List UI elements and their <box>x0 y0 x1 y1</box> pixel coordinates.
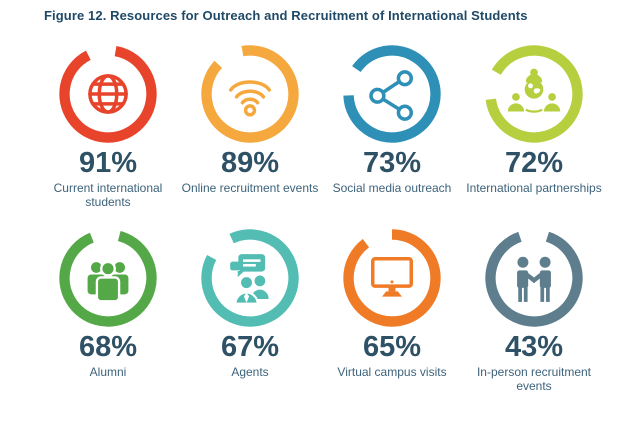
monitor-icon <box>371 257 413 297</box>
handshake-icon <box>517 256 551 302</box>
stat-item-current-international-students: 91% Current international students <box>37 42 179 214</box>
stat-label: Agents <box>231 365 269 379</box>
people-group-icon <box>87 260 129 303</box>
stat-item-social-media-outreach: 73% Social media outreach <box>321 42 463 214</box>
stat-item-agents: 67% Agents <box>179 226 321 398</box>
stat-grid: 91% Current international students 89% O… <box>37 42 605 398</box>
stat-value: 72% <box>504 147 564 179</box>
stat-value: 89% <box>220 147 280 179</box>
stat-item-in-person-recruitment-events: 43% In-person recruitment events <box>463 226 605 398</box>
global-team-icon <box>507 68 561 113</box>
wifi-icon <box>229 80 271 117</box>
ring-arc <box>343 229 441 327</box>
stat-item-international-partnerships: 72% International partnerships <box>463 42 605 214</box>
donut-ring <box>56 42 160 146</box>
stat-label: In-person recruitment events <box>476 365 592 394</box>
stat-label: International partnerships <box>466 181 602 195</box>
stat-label: Social media outreach <box>332 181 452 195</box>
ring-arc <box>201 45 299 143</box>
stat-label: Current international students <box>53 181 163 210</box>
stat-label: Online recruitment events <box>181 181 319 195</box>
stat-label: Virtual campus visits <box>337 365 447 379</box>
agent-chat-icon <box>230 254 269 305</box>
globe-icon <box>88 74 128 114</box>
ring-arc <box>201 229 299 327</box>
stat-value: 67% <box>220 331 280 363</box>
stat-value: 65% <box>362 331 422 363</box>
ring-arc <box>59 229 157 327</box>
figure-title: Figure 12. Resources for Outreach and Re… <box>44 8 528 23</box>
stat-value: 43% <box>504 331 564 363</box>
donut-ring <box>198 42 302 146</box>
stat-value: 91% <box>78 147 138 179</box>
donut-ring <box>482 226 586 330</box>
ring-arc <box>343 45 441 143</box>
donut-ring <box>482 42 586 146</box>
stat-value: 73% <box>362 147 422 179</box>
ring-arc <box>485 229 583 327</box>
stat-item-virtual-campus-visits: 65% Virtual campus visits <box>321 226 463 398</box>
stat-value: 68% <box>78 331 138 363</box>
stat-label: Alumni <box>89 365 127 379</box>
ring-arc <box>59 45 157 143</box>
donut-ring <box>56 226 160 330</box>
stat-item-online-recruitment-events: 89% Online recruitment events <box>179 42 321 214</box>
donut-ring <box>340 226 444 330</box>
share-icon <box>369 70 413 121</box>
donut-ring <box>340 42 444 146</box>
stat-item-alumni: 68% Alumni <box>37 226 179 398</box>
donut-ring <box>198 226 302 330</box>
ring-arc <box>485 45 583 143</box>
